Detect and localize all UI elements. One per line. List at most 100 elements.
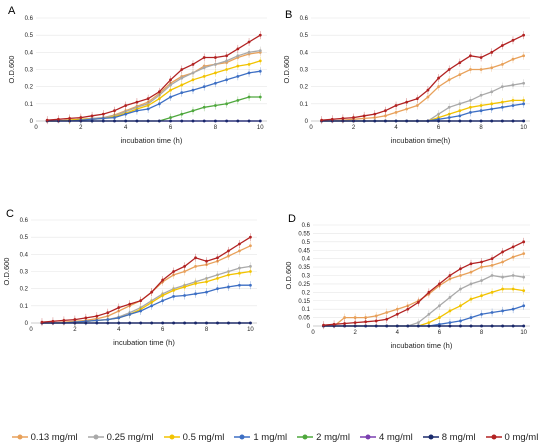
panel-d-x-tick-label: 6 xyxy=(438,330,442,336)
panel-c-data-point xyxy=(106,311,110,315)
panel-d-data-point xyxy=(522,252,526,256)
panel-d-y-tick-label: 0.55 xyxy=(298,231,310,237)
panel-c-data-point xyxy=(194,256,197,260)
panel-c-data-point xyxy=(238,266,241,270)
panel-a-data-point xyxy=(225,54,229,58)
panel-b-data-point xyxy=(500,62,504,66)
panel-a-data-point xyxy=(236,119,240,123)
panel-c-data-point xyxy=(249,321,252,325)
panel-c-data-point xyxy=(117,316,121,320)
panel-d-data-point xyxy=(490,257,494,261)
panel-a-data-point xyxy=(258,69,262,73)
panel-c-data-point xyxy=(95,314,99,318)
panel-a-x-axis-title: incubation time (h) xyxy=(121,136,183,145)
panel-b-data-point xyxy=(479,104,483,107)
panel-b-data-point xyxy=(511,38,515,42)
panel-b-data-point xyxy=(415,104,419,107)
panel-d-data-point xyxy=(490,290,494,294)
panel-a-data-point xyxy=(247,71,251,75)
panel-a-data-point xyxy=(157,119,161,123)
panel-letter-c: C xyxy=(6,208,14,220)
panel-c-data-point xyxy=(227,321,230,325)
panel-b-data-point xyxy=(490,102,494,106)
panel-c-data-point xyxy=(172,294,176,298)
panel-a-data-point xyxy=(214,62,217,66)
panel-b-data-point xyxy=(511,83,515,87)
legend-item: 0.25 mg/ml xyxy=(87,432,154,443)
panel-d-data-point xyxy=(511,274,515,277)
panel-a-data-point xyxy=(180,68,184,71)
panel-a-data-point xyxy=(113,119,116,123)
panel-c-data-point xyxy=(161,294,165,297)
panel-a-data-point xyxy=(236,74,240,78)
panel-b-data-point xyxy=(479,68,483,71)
panel-d-y-tick-label: 0.6 xyxy=(302,223,311,229)
legend-label: 2 mg/ml xyxy=(316,431,350,443)
panel-a-series-line-0-mg-ml xyxy=(47,34,261,121)
panel-b-data-point xyxy=(490,50,494,54)
panel-c-data-point xyxy=(205,259,208,263)
panel-c-data-point xyxy=(216,287,219,291)
legend-item: 4 mg/ml xyxy=(359,432,413,443)
panel-b-data-point xyxy=(490,66,494,70)
panel-d-y-tick-label: 0.5 xyxy=(302,240,311,246)
panel-d-data-point xyxy=(438,304,441,308)
legend-marker-icon xyxy=(234,433,251,441)
panel-d-data-point xyxy=(353,316,357,319)
panel-d-data-point xyxy=(469,262,473,266)
panel-c-data-point xyxy=(183,285,186,289)
panel-b: B 0 0.1 0.2 0.3 0.4 0.5 0.6 0 2 4 6 8 10 incubation t… xyxy=(282,9,530,145)
panel-b-x-tick-label: 0 xyxy=(309,125,313,131)
panel-d-data-point xyxy=(501,250,505,254)
panel-b-y-tick-label: 0.1 xyxy=(300,102,309,108)
panel-b-data-point xyxy=(522,102,526,106)
panel-d-data-point xyxy=(469,297,473,301)
legend-marker-icon xyxy=(87,433,104,441)
panel-d-data-point xyxy=(395,324,399,328)
panel-c-y-tick-label: 0.2 xyxy=(20,287,29,293)
panel-d-data-point xyxy=(385,317,389,321)
panel-c-data-point xyxy=(205,280,208,284)
legend-item: 0.5 mg/ml xyxy=(163,432,224,443)
panel-d-data-point xyxy=(448,295,452,299)
panel-d-data-point xyxy=(490,324,494,328)
panel-a-x-tick-label: 10 xyxy=(257,125,264,131)
legend-marker-icon xyxy=(422,433,439,441)
panel-a-data-point xyxy=(202,105,206,109)
panel-b-data-point xyxy=(405,100,409,104)
panel-c-data-point xyxy=(227,254,230,258)
panel-c-data-point xyxy=(238,242,241,246)
panel-b-data-point xyxy=(405,107,409,111)
panel-b-data-point xyxy=(500,105,504,109)
panel-b-data-point xyxy=(394,119,398,123)
panel-c-data-point xyxy=(95,319,99,322)
panel-b-y-tick-label: 0.6 xyxy=(300,16,309,22)
panel-c-data-point xyxy=(139,321,143,325)
panel-a-data-point xyxy=(169,116,172,119)
panel-d-data-point xyxy=(427,290,431,294)
panel-a-data-point xyxy=(225,78,229,82)
panel-letter-b: B xyxy=(285,9,292,21)
panel-d-data-point xyxy=(374,319,378,323)
panel-a-data-point xyxy=(258,49,262,53)
legend-item: 0.13 mg/ml xyxy=(11,432,78,443)
panel-d-y-tick-label: 0.2 xyxy=(302,290,311,296)
panel-b-data-point xyxy=(384,119,387,123)
panel-d-data-point xyxy=(480,260,483,264)
panel-a-data-point xyxy=(191,88,195,92)
panel-d-data-point xyxy=(374,324,378,328)
figure: A 0 0.1 0.2 0.3 0.4 0.5 0.6 0 2 4 6 8 10 incubation t… xyxy=(2,5,530,350)
panel-b-data-point xyxy=(373,112,377,116)
panel-d-data-point xyxy=(459,267,462,271)
panel-c-data-point xyxy=(172,270,176,273)
panel-d-data-point xyxy=(385,324,389,328)
panel-a-data-point xyxy=(202,66,206,70)
panel-d-data-point xyxy=(522,240,526,244)
panel-a-x-tick-label: 2 xyxy=(79,125,83,131)
panel-b-x-tick-label: 2 xyxy=(352,125,356,131)
panel-d-data-point xyxy=(469,316,473,319)
panel-c-data-point xyxy=(227,249,230,253)
panel-d-data-point xyxy=(480,312,483,316)
panel-d-data-point xyxy=(395,307,399,311)
panel-b-data-point xyxy=(437,85,440,89)
